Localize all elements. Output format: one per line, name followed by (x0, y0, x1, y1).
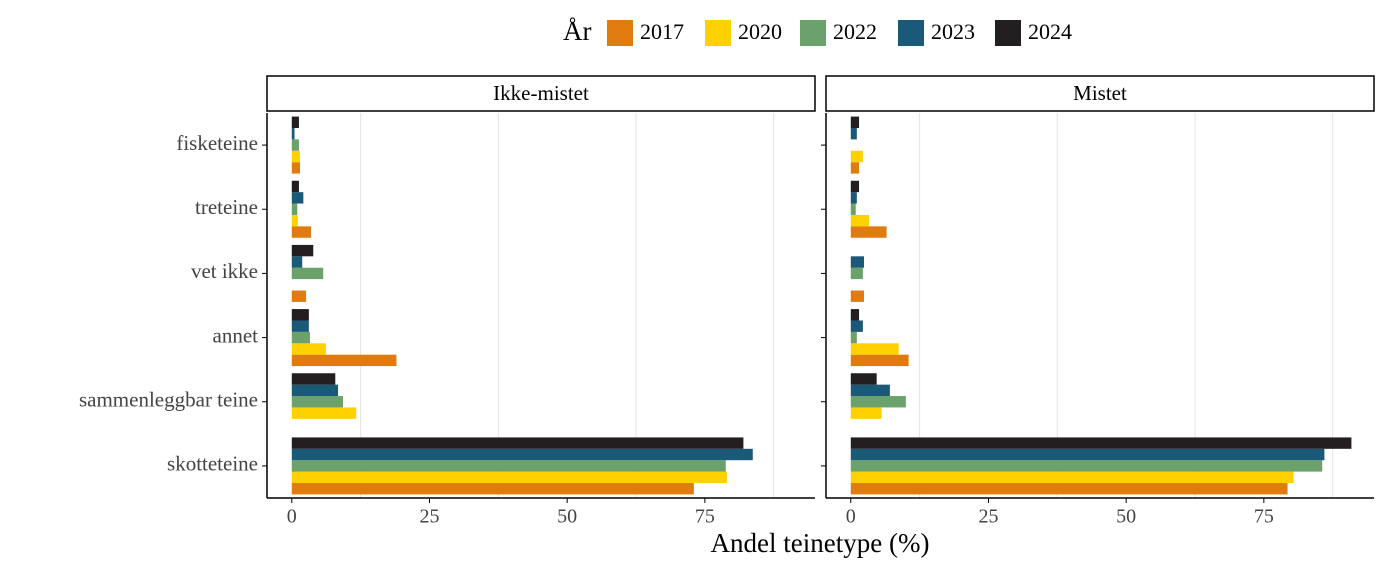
bar (850, 354, 909, 367)
bar (850, 192, 857, 204)
x-tick-label: 75 (1254, 506, 1274, 528)
bar (291, 343, 326, 355)
bar (850, 290, 865, 302)
y-tick-label: skotteteine (167, 452, 258, 476)
x-axis-label: Andel teinetype (%) (711, 528, 930, 558)
bar (291, 127, 295, 140)
x-tick-label: 0 (846, 506, 856, 528)
bar (850, 203, 856, 215)
bar (850, 127, 857, 140)
y-tick-label: fisketeine (176, 131, 258, 155)
bar (291, 396, 344, 408)
bar (291, 150, 301, 163)
bar (291, 180, 299, 193)
bar (291, 116, 299, 128)
bar (850, 384, 890, 397)
bar (291, 483, 694, 495)
bar (291, 320, 309, 332)
bar (291, 192, 304, 204)
x-tick-label: 75 (695, 506, 715, 528)
bar (291, 437, 744, 449)
bar (850, 320, 863, 332)
bar (850, 116, 860, 128)
y-tick-label: vet ikke (191, 259, 258, 283)
bar (291, 139, 299, 151)
panel-title: Mistet (1073, 81, 1127, 105)
bar (291, 267, 324, 280)
legend-swatch (898, 20, 924, 46)
bar (291, 407, 357, 419)
bar (291, 448, 753, 461)
x-tick-label: 0 (287, 506, 297, 528)
x-tick-label: 25 (419, 506, 439, 528)
bar (291, 354, 397, 367)
bar (850, 226, 887, 238)
bar (850, 448, 1325, 461)
legend-label: 2020 (738, 19, 782, 44)
legend-label: 2017 (640, 19, 684, 44)
panel-strip (266, 75, 816, 112)
bar (291, 244, 314, 257)
panel-title: Ikke-mistet (493, 81, 589, 105)
y-tick-label: annet (213, 323, 259, 347)
bar (291, 162, 301, 174)
bar (291, 460, 726, 472)
legend-label: 2022 (833, 19, 877, 44)
bar (850, 460, 1323, 472)
bar (850, 396, 906, 408)
legend-swatch (607, 20, 633, 46)
bar (291, 203, 298, 215)
bar (850, 150, 863, 163)
panel-strip (825, 75, 1375, 112)
bar (850, 162, 860, 174)
bar (850, 214, 869, 227)
bar (850, 373, 877, 385)
bar (850, 267, 863, 280)
legend-swatch (800, 20, 826, 46)
legend-label: 2024 (1028, 19, 1072, 44)
bar (850, 309, 860, 321)
bar (850, 437, 1352, 449)
bar (850, 407, 882, 419)
bar (291, 471, 727, 484)
bar (291, 214, 298, 227)
bar (850, 331, 857, 344)
bar (850, 483, 1288, 495)
legend-swatch (995, 20, 1021, 46)
bar (291, 226, 312, 238)
x-tick-label: 25 (978, 506, 998, 528)
bar (850, 256, 865, 268)
bar (291, 384, 339, 397)
legend-title: År (563, 16, 592, 46)
bar (291, 309, 309, 321)
y-tick-label: sammenleggbar teine (79, 388, 258, 412)
bar (291, 331, 310, 344)
bar (850, 180, 860, 193)
bar (291, 373, 336, 385)
legend-label: 2023 (931, 19, 975, 44)
bar (291, 290, 307, 302)
x-tick-label: 50 (1116, 506, 1136, 528)
x-tick-label: 50 (557, 506, 577, 528)
bar (291, 256, 303, 268)
bar (850, 471, 1294, 484)
bar (850, 343, 899, 355)
legend-swatch (705, 20, 731, 46)
y-tick-label: treteine (195, 195, 258, 219)
